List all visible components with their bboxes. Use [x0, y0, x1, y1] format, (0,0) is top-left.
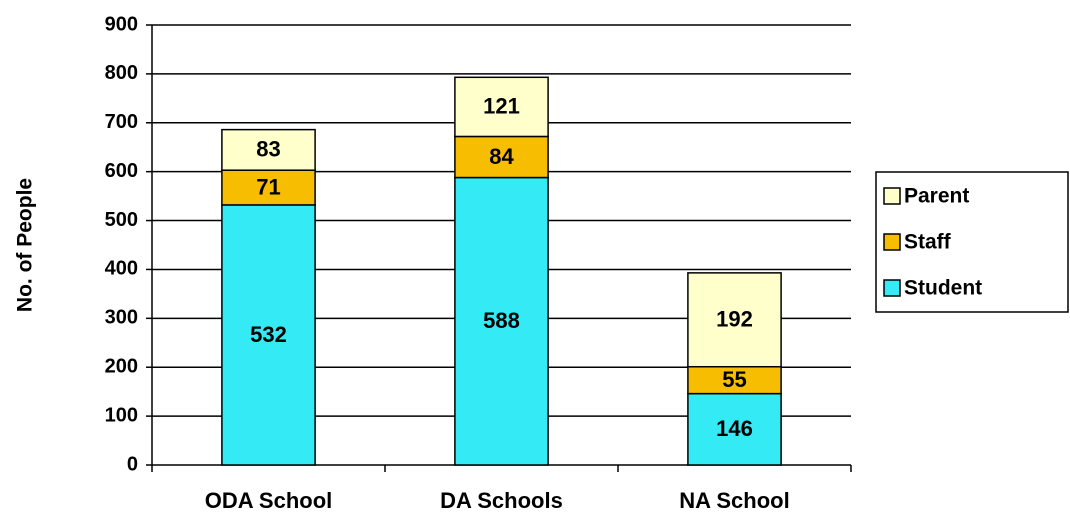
data-label: 55	[722, 367, 746, 392]
y-tick-label: 500	[105, 209, 138, 231]
data-label: 83	[256, 137, 280, 162]
data-label: 71	[256, 174, 280, 199]
legend-swatch	[883, 187, 901, 205]
bar-segment	[221, 128, 316, 171]
bar-segment	[454, 135, 549, 179]
bar-segment	[687, 392, 782, 466]
bar-segment	[221, 169, 316, 206]
y-tick-label: 900	[105, 13, 138, 35]
y-tick-label: 400	[105, 258, 138, 280]
legend-label: Parent	[904, 185, 969, 208]
x-tick-label: DA Schools	[440, 488, 563, 513]
y-tick-label: 100	[105, 404, 138, 426]
y-tick-label: 700	[105, 111, 138, 133]
x-tick-label: NA School	[679, 488, 789, 513]
legend-label: Student	[904, 277, 982, 300]
y-tick-label: 0	[127, 453, 138, 475]
legend-swatch	[883, 233, 901, 251]
bar-segment	[454, 176, 549, 466]
bar-segment	[687, 272, 782, 368]
data-label: 146	[716, 416, 753, 441]
data-label: 84	[489, 144, 514, 169]
y-tick-label: 800	[105, 62, 138, 84]
data-label: 588	[483, 308, 520, 333]
y-tick-label: 200	[105, 356, 138, 378]
data-label: 192	[716, 307, 753, 332]
x-tick-label: ODA School	[205, 488, 333, 513]
data-label: 121	[483, 94, 520, 119]
bar-segment	[454, 76, 549, 138]
legend-box	[875, 171, 1069, 313]
legend-swatch	[883, 279, 901, 297]
legend-label: Staff	[904, 231, 952, 254]
data-label: 532	[250, 322, 287, 347]
y-tick-label: 600	[105, 160, 138, 182]
y-tick-label: 300	[105, 307, 138, 329]
y-axis-label: No. of People	[14, 178, 37, 312]
bar-segment	[687, 365, 782, 395]
